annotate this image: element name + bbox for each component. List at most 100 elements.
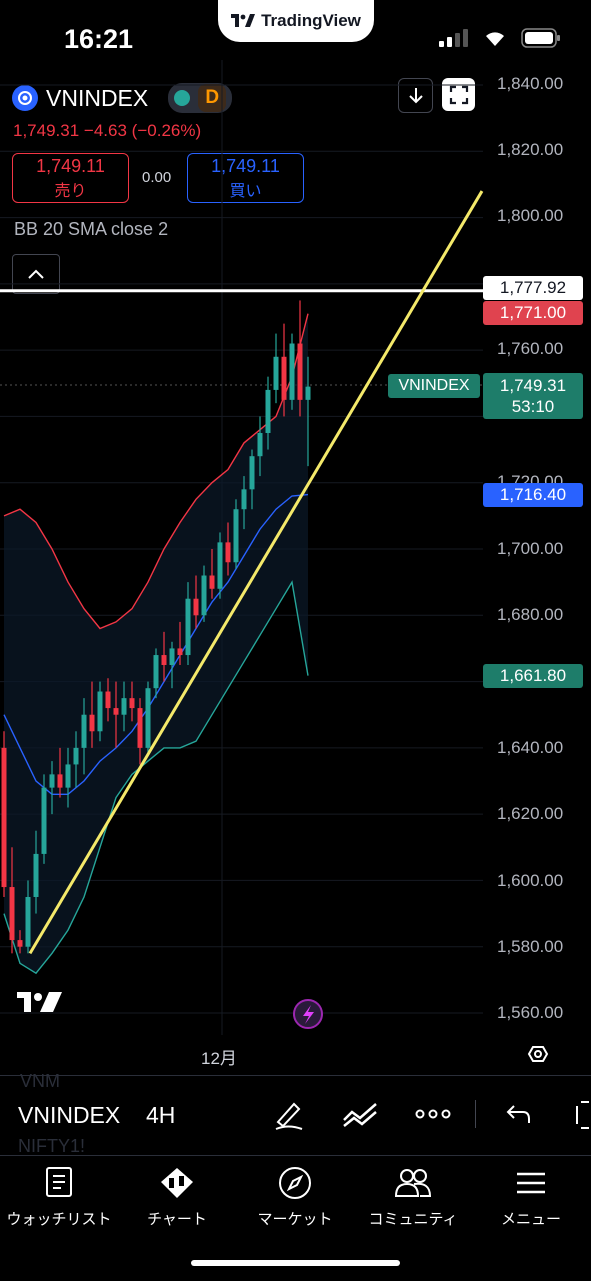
- indicator-legend[interactable]: BB 20 SMA close 2: [14, 219, 169, 239]
- candle: [81, 698, 87, 775]
- market-open-icon: [174, 90, 191, 106]
- nav-community-label: コミュニティ: [368, 1211, 458, 1228]
- candle-body: [25, 897, 31, 947]
- tick-1580: 1,580.00: [497, 937, 564, 956]
- candle-body: [193, 598, 199, 616]
- tradingview-pill[interactable]: TradingView: [218, 0, 374, 42]
- candle: [73, 731, 79, 788]
- horizontal-line-tag[interactable]: 1,777.92: [483, 276, 583, 300]
- buy-label: 買い: [229, 182, 262, 200]
- candle: [297, 300, 303, 417]
- price-chart[interactable]: [0, 60, 591, 1070]
- price-change-pct: (−0.26%): [131, 121, 202, 140]
- nav-menu[interactable]: メニュー: [472, 1166, 590, 1229]
- candle-body: [1, 747, 7, 888]
- buy-button[interactable]: 1,749.11 買い: [187, 153, 304, 203]
- tick-1800: 1,800.00: [497, 206, 564, 225]
- download-button[interactable]: [398, 78, 433, 113]
- chart-toolbar: [0, 1075, 591, 1156]
- sell-button[interactable]: 1,749.11 売り: [12, 153, 129, 203]
- candle: [305, 356, 311, 467]
- candle-body: [281, 356, 287, 400]
- price-change: −4.63: [83, 121, 127, 140]
- candle-body: [97, 691, 103, 732]
- candle: [65, 747, 71, 808]
- tradingview-pill-label: TradingView: [261, 11, 361, 30]
- basis-tag: 1,716.40: [483, 483, 583, 507]
- candle: [145, 681, 151, 755]
- lower-band-tag: 1,661.80: [483, 664, 583, 688]
- arrow-down-icon: [408, 87, 423, 103]
- nav-market-label: マーケット: [257, 1211, 333, 1228]
- nav-market[interactable]: マーケット: [236, 1166, 354, 1229]
- candle: [113, 681, 119, 748]
- status-icons: [439, 28, 561, 48]
- tradingview-logo-icon: [231, 14, 256, 27]
- candle-body: [57, 774, 63, 788]
- candle: [17, 930, 23, 954]
- bar-countdown: 53:10: [511, 397, 555, 416]
- fullscreen-button[interactable]: [442, 78, 475, 111]
- status-time: 16:21: [64, 24, 134, 54]
- undo-icon[interactable]: [505, 1103, 531, 1125]
- candle-body: [297, 343, 303, 400]
- candle-body: [73, 747, 79, 765]
- candle-body: [65, 764, 71, 788]
- bollinger-upper-line: [3, 313, 309, 630]
- tick-1620: 1,620.00: [497, 804, 564, 823]
- fullscreen-partial-icon[interactable]: [573, 1098, 591, 1132]
- candle-body: [9, 887, 15, 941]
- candle-body: [113, 708, 119, 715]
- buy-price: 1,749.11: [211, 155, 280, 176]
- lightning-icon[interactable]: [293, 999, 323, 1029]
- candle: [217, 532, 223, 599]
- candle: [169, 641, 175, 689]
- candle-body: [289, 343, 295, 400]
- toolbar-interval[interactable]: 4H: [146, 1102, 176, 1128]
- price-summary: 1,749.31 −4.63 (−0.26%): [13, 121, 201, 141]
- sell-label: 売り: [54, 182, 87, 200]
- candle: [89, 681, 95, 748]
- candle-body: [201, 575, 207, 616]
- bottom-nav: ウォッチリスト チャート マーケット コミュニティ メニュー: [0, 1155, 591, 1281]
- pen-icon[interactable]: [272, 1098, 306, 1132]
- collapse-legend-button[interactable]: [12, 254, 60, 294]
- nav-chart[interactable]: チャート: [118, 1166, 236, 1229]
- settings-gear-icon[interactable]: [527, 1046, 549, 1062]
- more-icon[interactable]: [415, 1106, 451, 1122]
- candle: [185, 582, 191, 665]
- chart-icon: [161, 1168, 193, 1198]
- candle: [97, 681, 103, 742]
- candle: [225, 522, 231, 576]
- candle: [241, 476, 247, 530]
- nav-watchlist[interactable]: ウォッチリスト: [0, 1166, 118, 1229]
- indicators-icon[interactable]: [342, 1100, 378, 1130]
- candle: [201, 565, 207, 622]
- candle-body: [137, 708, 143, 748]
- nav-community[interactable]: コミュニティ: [354, 1166, 472, 1229]
- home-indicator[interactable]: [191, 1260, 400, 1266]
- menu-icon: [517, 1172, 545, 1194]
- candle: [33, 830, 39, 914]
- last-price-tag: 1,749.31 53:10: [483, 373, 583, 419]
- toolbar-symbol[interactable]: VNINDEX: [18, 1102, 121, 1128]
- bollinger-band-fill: [4, 313, 308, 974]
- last-price: 1,749.31: [13, 121, 80, 140]
- candle-body: [145, 688, 151, 748]
- candle-body: [233, 509, 239, 563]
- candle-body: [241, 489, 247, 510]
- candle-body: [153, 655, 159, 689]
- candle-body: [209, 575, 215, 589]
- tick-1700: 1,700.00: [497, 539, 564, 558]
- signal-icon: [439, 29, 468, 47]
- candle-body: [217, 542, 223, 589]
- candle-body: [169, 648, 175, 665]
- candle: [265, 376, 271, 450]
- candle: [121, 681, 127, 732]
- toolbar-divider: [475, 1100, 476, 1128]
- sell-price: 1,749.11: [36, 155, 105, 176]
- candle-body: [89, 714, 95, 732]
- candle: [249, 449, 255, 510]
- candle: [209, 549, 215, 599]
- nav-menu-label: メニュー: [500, 1211, 561, 1228]
